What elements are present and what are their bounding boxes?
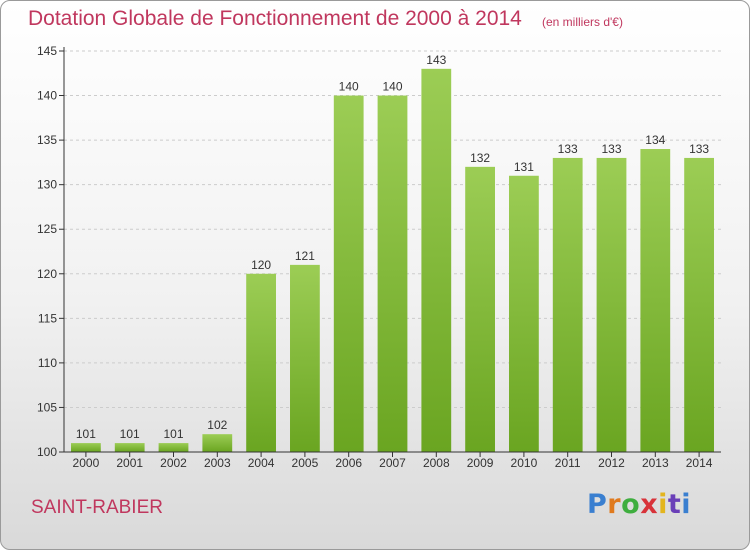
x-axis-ticks: 2000 2001 2002 2003 2004 2005 2006 2007 2008 2009… — [73, 452, 713, 470]
bar — [377, 95, 408, 453]
bar-value-label: 120 — [251, 258, 271, 272]
chart-title: Dotation Globale de Fonctionnement de 20… — [28, 7, 522, 30]
bar — [290, 264, 320, 452]
bar — [333, 95, 364, 453]
y-tick-label: 100 — [37, 445, 57, 459]
x-tick-label: 2012 — [598, 456, 625, 470]
bar-value-label: 101 — [120, 427, 140, 441]
y-tick-label: 145 — [37, 44, 57, 58]
bar — [421, 68, 452, 453]
bar-value-label: 132 — [470, 151, 490, 165]
x-tick-label: 2004 — [248, 456, 275, 470]
bar-value-label: 131 — [514, 160, 534, 174]
bar — [114, 443, 145, 452]
y-tick-label: 125 — [37, 222, 57, 236]
x-tick-label: 2007 — [379, 456, 406, 470]
bar-value-label: 101 — [76, 427, 96, 441]
commune-name: SAINT-RABIER — [31, 497, 163, 518]
y-axis-ticks: 100 105 110 115 120 125 130 135 140 145 — [37, 44, 64, 459]
bar — [465, 166, 495, 452]
logo-letter: P — [587, 489, 608, 520]
y-tick-label: 105 — [37, 400, 57, 414]
logo-letter: r — [607, 489, 622, 520]
bar-value-label: 140 — [382, 80, 402, 94]
y-tick-label: 115 — [38, 311, 57, 325]
x-tick-label: 2002 — [160, 456, 187, 470]
y-tick-label: 120 — [37, 267, 57, 281]
x-tick-label: 2008 — [423, 456, 450, 470]
y-tick-label: 110 — [38, 356, 57, 370]
proxiti-logo[interactable]: Proxiti — [587, 489, 691, 520]
bar — [684, 157, 714, 452]
bar — [246, 273, 276, 452]
y-tick-label: 130 — [37, 178, 57, 192]
x-tick-label: 2009 — [467, 456, 494, 470]
bars: 101 101 101 102 120 121 140 140 143 132 131 133 133 1… — [71, 53, 714, 453]
logo-letter: o — [621, 489, 641, 520]
bar-value-label: 133 — [558, 142, 578, 156]
x-tick-label: 2003 — [204, 456, 231, 470]
logo-letter: x — [640, 489, 659, 520]
bar — [202, 434, 233, 452]
y-tick-label: 135 — [37, 133, 57, 147]
x-tick-label: 2013 — [642, 456, 669, 470]
bar — [596, 157, 627, 452]
bar — [158, 443, 189, 452]
x-tick-label: 2001 — [116, 456, 143, 470]
x-tick-label: 2006 — [335, 456, 362, 470]
x-tick-label: 2005 — [292, 456, 319, 470]
logo-letter: i — [681, 489, 692, 520]
bar-value-label: 102 — [207, 418, 227, 432]
y-tick-label: 140 — [37, 89, 57, 103]
bar-value-label: 134 — [645, 133, 665, 147]
x-tick-label: 2000 — [73, 456, 100, 470]
logo-letter: t — [667, 489, 682, 520]
bar-value-label: 133 — [689, 142, 709, 156]
bar — [71, 443, 101, 452]
bar-value-label: 140 — [339, 80, 359, 94]
bar-value-label: 133 — [601, 142, 621, 156]
x-tick-label: 2014 — [686, 456, 713, 470]
x-tick-label: 2011 — [555, 456, 581, 470]
bar-value-label: 143 — [426, 53, 446, 67]
logo-letter: i — [658, 489, 668, 520]
x-tick-label: 2010 — [511, 456, 538, 470]
bar-value-label: 121 — [295, 249, 315, 263]
chart-subtitle: (en milliers d'€) — [542, 15, 623, 29]
bar-value-label: 101 — [163, 427, 183, 441]
bar — [552, 157, 583, 452]
bar — [509, 175, 539, 452]
bar — [640, 149, 671, 452]
